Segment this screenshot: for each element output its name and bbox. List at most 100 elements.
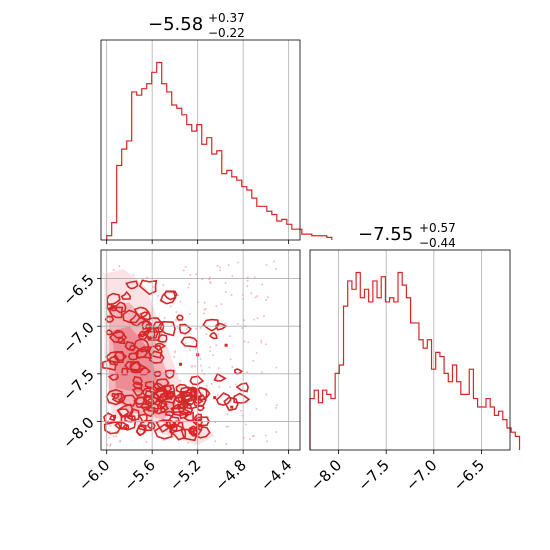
sample-point bbox=[246, 371, 248, 373]
contour-line bbox=[143, 395, 155, 406]
contour-line bbox=[202, 318, 220, 332]
sample-point bbox=[256, 295, 259, 297]
contour-line bbox=[137, 333, 148, 341]
sample-point bbox=[118, 265, 121, 267]
sample-point bbox=[218, 386, 221, 388]
contour-line bbox=[144, 389, 161, 404]
contour-line bbox=[146, 421, 156, 430]
contour-line bbox=[114, 421, 129, 430]
y-tick-label: −8.0 bbox=[59, 414, 97, 452]
sample-point bbox=[225, 425, 228, 428]
x-tick-label: −5.2 bbox=[166, 456, 204, 494]
sample-point bbox=[231, 366, 234, 368]
sample-point bbox=[253, 435, 255, 437]
contour-line bbox=[117, 336, 126, 345]
sample-point bbox=[260, 339, 263, 342]
sample-point bbox=[246, 279, 249, 282]
sample-point bbox=[162, 439, 165, 441]
sample-point bbox=[207, 416, 210, 419]
contour-line bbox=[209, 331, 218, 340]
hist-param2-grid bbox=[338, 250, 482, 450]
sample-point bbox=[200, 364, 202, 367]
sample-point bbox=[191, 365, 194, 367]
sample-point bbox=[201, 369, 203, 372]
sample-point bbox=[229, 358, 232, 361]
sample-point bbox=[219, 266, 221, 269]
sample-point bbox=[276, 404, 278, 406]
contour-line bbox=[175, 314, 184, 321]
hist-param1-step bbox=[106, 61, 333, 240]
sample-point bbox=[237, 261, 239, 264]
contour-line bbox=[111, 392, 127, 403]
contour-line bbox=[112, 301, 127, 314]
x-tick-label: −7.0 bbox=[402, 456, 440, 494]
sample-point bbox=[253, 276, 256, 279]
contour-line bbox=[139, 311, 151, 321]
sample-point bbox=[247, 341, 250, 344]
sample-point bbox=[245, 423, 247, 426]
sample-point bbox=[210, 383, 213, 385]
contour-line bbox=[155, 378, 170, 390]
sample-point bbox=[107, 402, 110, 404]
sample-point bbox=[256, 317, 259, 319]
x-tick-label: −8.0 bbox=[307, 456, 345, 494]
contour-line bbox=[132, 381, 144, 389]
contour-line bbox=[190, 429, 199, 437]
contour-line bbox=[155, 419, 172, 433]
sample-point bbox=[216, 265, 219, 267]
sample-point bbox=[243, 436, 245, 439]
hist-param2-panel: −8.0 −7.5 −7.0 −6.5 −7.55 +0.57 −0.44 bbox=[307, 221, 521, 495]
sample-point bbox=[260, 341, 263, 344]
sample-point bbox=[146, 276, 149, 279]
contour-line bbox=[103, 421, 122, 435]
sample-point bbox=[243, 340, 246, 343]
sample-point bbox=[275, 268, 277, 270]
sample-point bbox=[209, 282, 212, 284]
sample-point bbox=[145, 441, 148, 443]
sample-point bbox=[265, 393, 268, 396]
sample-point bbox=[273, 260, 275, 263]
sample-point bbox=[106, 444, 109, 446]
sample-point bbox=[209, 346, 212, 348]
sample-point bbox=[225, 291, 227, 293]
contour-line bbox=[180, 336, 199, 348]
contour-line bbox=[159, 320, 176, 337]
hist-param2-ticks: −8.0 −7.5 −7.0 −6.5 bbox=[307, 450, 488, 495]
contour-line bbox=[233, 368, 244, 375]
contour-line bbox=[192, 418, 203, 427]
sample-point bbox=[195, 327, 198, 330]
sample-point bbox=[175, 311, 178, 313]
sample-point bbox=[217, 367, 220, 369]
contour-panel: −6.0 −5.6 −5.2 −4.8 −4.4 −6.5 −7.0 −7.5 −8.0 bbox=[59, 249, 301, 495]
contour-line bbox=[187, 425, 203, 437]
contour-line bbox=[159, 392, 173, 401]
sample-point bbox=[174, 351, 177, 353]
sample-point bbox=[215, 344, 218, 347]
hist-param2-frame bbox=[309, 249, 511, 451]
contour-line bbox=[180, 428, 198, 442]
contour-line bbox=[183, 411, 195, 422]
sample-point bbox=[184, 342, 187, 345]
sample-point bbox=[132, 274, 135, 276]
hist-param1-title-plus: +0.37 bbox=[208, 11, 245, 25]
contour-point bbox=[230, 405, 234, 409]
sample-point bbox=[254, 296, 257, 299]
sample-point bbox=[267, 296, 269, 299]
hist-param1-grid bbox=[106, 40, 290, 240]
hist-param1-title-median: −5.58 bbox=[148, 14, 203, 35]
sample-point bbox=[175, 319, 177, 321]
sample-point bbox=[224, 322, 226, 325]
sample-point bbox=[255, 352, 258, 354]
sample-point bbox=[224, 282, 227, 284]
sample-point bbox=[139, 430, 142, 433]
contour-line bbox=[158, 390, 177, 404]
sample-point bbox=[179, 300, 182, 303]
sample-point bbox=[208, 278, 211, 281]
sample-point bbox=[109, 443, 112, 446]
sample-point bbox=[215, 305, 218, 307]
contour-line bbox=[153, 423, 173, 440]
contour-line bbox=[189, 375, 205, 386]
sample-point bbox=[249, 438, 251, 440]
contour-line bbox=[124, 360, 142, 371]
